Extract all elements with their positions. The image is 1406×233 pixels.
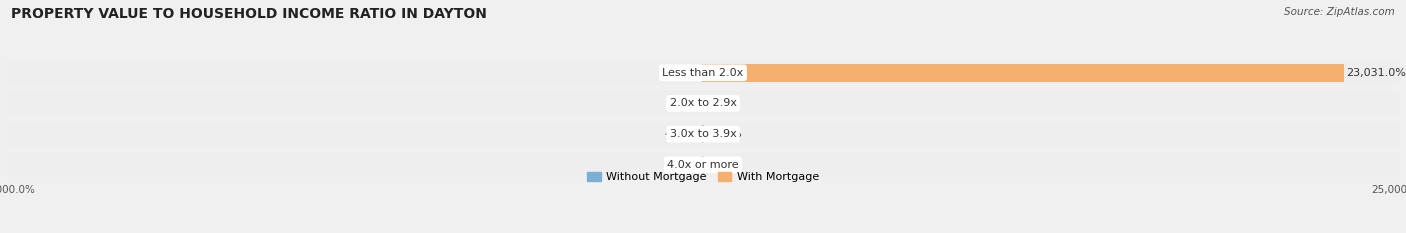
Text: 4.0x or more: 4.0x or more xyxy=(668,160,738,170)
Text: Less than 2.0x: Less than 2.0x xyxy=(662,68,744,78)
Text: 4.1%: 4.1% xyxy=(706,99,734,109)
Bar xyxy=(7,91,1399,116)
Text: 4.4%: 4.4% xyxy=(672,99,700,109)
Bar xyxy=(7,122,1399,147)
Bar xyxy=(7,61,1399,85)
Text: 29.6%: 29.6% xyxy=(706,160,741,170)
Text: 3.0x to 3.9x: 3.0x to 3.9x xyxy=(669,129,737,139)
Text: Source: ZipAtlas.com: Source: ZipAtlas.com xyxy=(1284,7,1395,17)
Text: PROPERTY VALUE TO HOUSEHOLD INCOME RATIO IN DAYTON: PROPERTY VALUE TO HOUSEHOLD INCOME RATIO… xyxy=(11,7,486,21)
Text: 41.8%: 41.8% xyxy=(664,129,700,139)
Bar xyxy=(703,64,1344,82)
Text: 25.7%: 25.7% xyxy=(665,160,700,170)
Text: 22.7%: 22.7% xyxy=(706,129,741,139)
Text: 2.0x to 2.9x: 2.0x to 2.9x xyxy=(669,99,737,109)
Text: 23,031.0%: 23,031.0% xyxy=(1347,68,1406,78)
Text: 28.2%: 28.2% xyxy=(665,68,700,78)
Legend: Without Mortgage, With Mortgage: Without Mortgage, With Mortgage xyxy=(588,172,818,182)
Bar xyxy=(7,153,1399,177)
